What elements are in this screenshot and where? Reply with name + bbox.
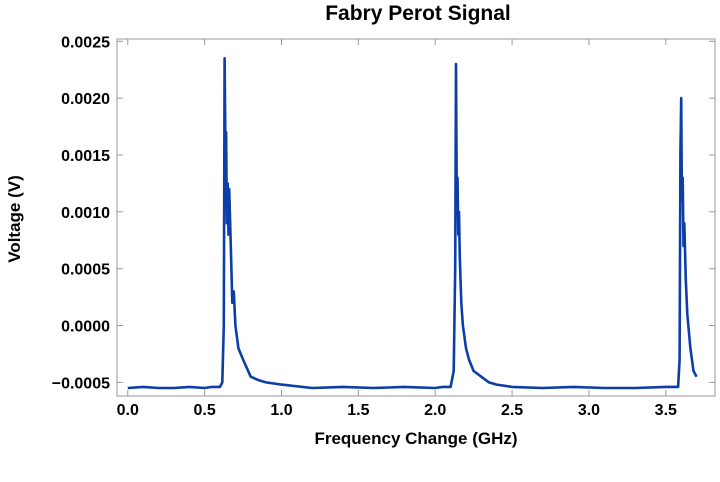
x-tick-label: 1.5	[347, 402, 369, 419]
y-axis-label: Voltage (V)	[5, 175, 24, 263]
y-tick-label: 0.0005	[61, 262, 110, 279]
y-tick-label: 0.0015	[61, 148, 110, 165]
chart-title: Fabry Perot Signal	[325, 2, 511, 25]
y-tick-label: 0.0010	[61, 205, 110, 222]
series-line	[127, 57, 698, 390]
y-tick-label: 0.0020	[61, 91, 110, 108]
x-tick-label: 3.5	[655, 402, 677, 419]
x-axis-ticks: 0.0 0.5 1.0 1.5 2.0 2.5 3.0 3.5	[117, 39, 677, 419]
y-tick-label: −0.0005	[52, 375, 110, 392]
x-tick-label: 1.0	[270, 402, 292, 419]
x-axis-label: Frequency Change (GHz)	[314, 429, 517, 448]
plot-frame	[116, 38, 716, 397]
x-tick-label: 2.0	[424, 402, 446, 419]
y-axis-ticks: −0.0005 0.0000 0.0005 0.0010 0.0015 0.0020 0.0…	[52, 34, 715, 392]
x-tick-label: 0.0	[117, 402, 139, 419]
x-tick-label: 0.5	[193, 402, 215, 419]
x-tick-label: 3.0	[578, 402, 600, 419]
y-tick-label: 0.0025	[61, 34, 110, 51]
x-tick-label: 2.5	[501, 402, 523, 419]
y-tick-label: 0.0000	[61, 319, 110, 336]
